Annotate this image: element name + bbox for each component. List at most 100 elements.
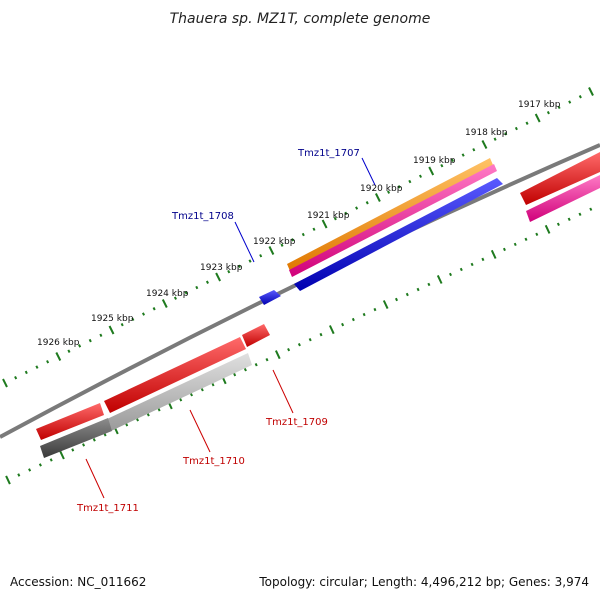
- scale-tick-major: [534, 113, 541, 123]
- scale-tick-minor: [567, 217, 571, 222]
- scale-tick-major: [274, 350, 281, 360]
- gene-tmz1t-1707-arrow[interactable]: [294, 178, 503, 291]
- scale-tick-minor: [280, 243, 284, 247]
- scale-tick-minor: [227, 269, 231, 274]
- scale-tick-minor: [394, 297, 399, 302]
- gene-tmz1t-1708-arrow[interactable]: [259, 290, 281, 305]
- gene-tmz1t-1710-arrow[interactable]: [107, 353, 252, 431]
- gene-feature-orange[interactable]: [287, 158, 493, 271]
- scale-tick-minor: [46, 360, 50, 364]
- scale-tick-major: [55, 352, 62, 361]
- scale-tick-minor: [405, 292, 409, 297]
- scale-tick-minor: [504, 132, 508, 136]
- gene-label-tmz1t-1707[interactable]: Tmz1t_1707: [297, 148, 360, 159]
- gene-tmz1t-1709-arrow[interactable]: [242, 324, 270, 347]
- scale-tick-major: [161, 299, 168, 308]
- scale-tick-minor: [589, 207, 593, 211]
- scale-tick-minor: [24, 370, 28, 375]
- scale-tick-minor: [82, 443, 86, 447]
- scale-tick-minor: [472, 148, 476, 152]
- scale-tick-minor: [362, 312, 366, 317]
- gene-label-tmz1t-1710[interactable]: Tmz1t_1710: [182, 456, 245, 467]
- scale-label: 1921 kbp: [307, 211, 350, 221]
- scale-tick-minor: [524, 237, 528, 242]
- scale-tick-minor: [125, 423, 129, 427]
- scale-tick-minor: [470, 262, 474, 267]
- scale-tick-minor: [513, 242, 517, 247]
- gene-tmz1t-1711-red-arrow[interactable]: [36, 403, 104, 440]
- scale-tick-major: [108, 325, 115, 335]
- scale-tick-minor: [502, 247, 506, 252]
- scale-tick-minor: [418, 174, 423, 178]
- leader-line: [361, 157, 376, 186]
- scale-tick-major: [436, 274, 443, 284]
- scale-tick-major: [2, 378, 8, 388]
- scale-tick-minor: [67, 349, 71, 353]
- topology-text: Topology: circular; Length: 4,496,212 bp…: [259, 575, 589, 589]
- scale-tick-minor: [408, 179, 412, 184]
- gene-tmz1t-1710-red-arrow[interactable]: [104, 337, 246, 413]
- scale-tick-major: [215, 272, 221, 282]
- scale-tick-minor: [291, 238, 295, 242]
- scale-label: 1922 kbp: [253, 237, 296, 247]
- scale-tick-minor: [341, 322, 345, 327]
- gene-label-tmz1t-1709[interactable]: Tmz1t_1709: [265, 417, 328, 428]
- scale-tick-minor: [312, 227, 316, 231]
- scale-tick-minor: [355, 206, 359, 210]
- scale-ticks-upper: [2, 87, 594, 388]
- scale-tick-minor: [416, 287, 420, 292]
- scale-tick-minor: [248, 259, 252, 263]
- scale-tick-minor: [556, 222, 560, 227]
- gene-label-tmz1t-1708[interactable]: Tmz1t_1708: [171, 211, 234, 222]
- map-title: Thauera sp. MZ1T, complete genome: [170, 11, 431, 27]
- scale-tick-minor: [131, 317, 135, 322]
- scale-tick-minor: [92, 438, 96, 442]
- scale-tick-minor: [427, 282, 431, 287]
- scale-labels: 1917 kbp 1918 kbp 1919 kbp 1920 kbp 1921…: [37, 100, 561, 348]
- scale-tick-major: [428, 166, 435, 176]
- gene-label-tmz1t-1711[interactable]: Tmz1t_1711: [76, 503, 139, 514]
- gene-red-right-upper[interactable]: [520, 152, 600, 205]
- scale-tick-major: [321, 219, 328, 229]
- scale-tick-minor: [135, 418, 140, 422]
- leader-line: [85, 458, 105, 499]
- scale-tick-minor: [195, 285, 199, 290]
- scale-tick-minor: [301, 232, 305, 237]
- scale-tick-major: [5, 475, 11, 485]
- scale-tick-major: [268, 246, 275, 255]
- scale-tick-minor: [184, 291, 188, 295]
- scale-tick-minor: [152, 307, 156, 311]
- scale-tick-major: [481, 140, 488, 149]
- scale-ticks-lower: [5, 207, 593, 485]
- leader-line: [189, 409, 211, 453]
- scale-tick-minor: [14, 375, 18, 380]
- gene-tmz1t-1711-arrow[interactable]: [40, 418, 112, 458]
- scale-tick-minor: [205, 280, 209, 284]
- scale-tick-minor: [71, 448, 75, 452]
- scale-tick-minor: [243, 367, 247, 372]
- scale-tick-minor: [120, 322, 124, 327]
- scale-tick-minor: [461, 153, 465, 157]
- scale-tick-minor: [237, 264, 241, 269]
- scale-tick-minor: [146, 413, 150, 417]
- scale-tick-minor: [333, 216, 337, 221]
- gene-feature-magenta[interactable]: [289, 164, 497, 277]
- scale-tick-minor: [189, 393, 194, 397]
- scale-tick-major: [588, 87, 594, 96]
- scale-tick-minor: [179, 398, 183, 402]
- scale-tick-minor: [397, 185, 401, 189]
- scale-tick-minor: [319, 332, 323, 337]
- scale-tick-minor: [233, 373, 237, 377]
- scale-tick-minor: [344, 211, 348, 216]
- scale-tick-minor: [525, 121, 529, 125]
- scale-label: 1926 kbp: [37, 338, 80, 348]
- scale-tick-minor: [78, 344, 82, 348]
- scale-label: 1923 kbp: [200, 263, 243, 273]
- scale-tick-minor: [557, 105, 561, 110]
- scale-tick-minor: [373, 307, 377, 312]
- scale-tick-minor: [450, 158, 455, 163]
- gene-magenta-right-lower[interactable]: [526, 175, 600, 222]
- scale-tick-major: [544, 224, 551, 234]
- scale-tick-minor: [88, 338, 92, 343]
- scale-tick-minor: [578, 95, 582, 99]
